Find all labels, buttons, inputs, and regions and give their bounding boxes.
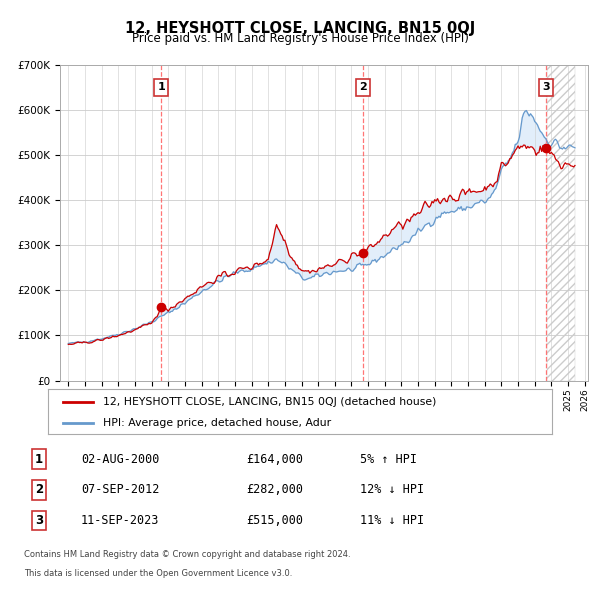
Text: 12, HEYSHOTT CLOSE, LANCING, BN15 0QJ (detached house): 12, HEYSHOTT CLOSE, LANCING, BN15 0QJ (d… xyxy=(103,397,437,407)
Text: 07-SEP-2012: 07-SEP-2012 xyxy=(81,483,160,496)
Text: £282,000: £282,000 xyxy=(246,483,303,496)
Text: 1: 1 xyxy=(35,453,43,466)
Text: Price paid vs. HM Land Registry's House Price Index (HPI): Price paid vs. HM Land Registry's House … xyxy=(131,32,469,45)
Text: Contains HM Land Registry data © Crown copyright and database right 2024.: Contains HM Land Registry data © Crown c… xyxy=(24,550,350,559)
Text: 3: 3 xyxy=(35,514,43,527)
Text: HPI: Average price, detached house, Adur: HPI: Average price, detached house, Adur xyxy=(103,418,332,428)
Text: 2: 2 xyxy=(359,83,367,93)
Text: 1: 1 xyxy=(157,83,165,93)
Text: 2: 2 xyxy=(35,483,43,496)
Text: This data is licensed under the Open Government Licence v3.0.: This data is licensed under the Open Gov… xyxy=(24,569,292,578)
Text: £164,000: £164,000 xyxy=(246,453,303,466)
Text: 11-SEP-2023: 11-SEP-2023 xyxy=(81,514,160,527)
Text: 3: 3 xyxy=(542,83,550,93)
Text: 11% ↓ HPI: 11% ↓ HPI xyxy=(360,514,424,527)
Text: 12, HEYSHOTT CLOSE, LANCING, BN15 0QJ: 12, HEYSHOTT CLOSE, LANCING, BN15 0QJ xyxy=(125,21,475,35)
Text: 12% ↓ HPI: 12% ↓ HPI xyxy=(360,483,424,496)
Text: £515,000: £515,000 xyxy=(246,514,303,527)
Text: 02-AUG-2000: 02-AUG-2000 xyxy=(81,453,160,466)
Text: 5% ↑ HPI: 5% ↑ HPI xyxy=(360,453,417,466)
